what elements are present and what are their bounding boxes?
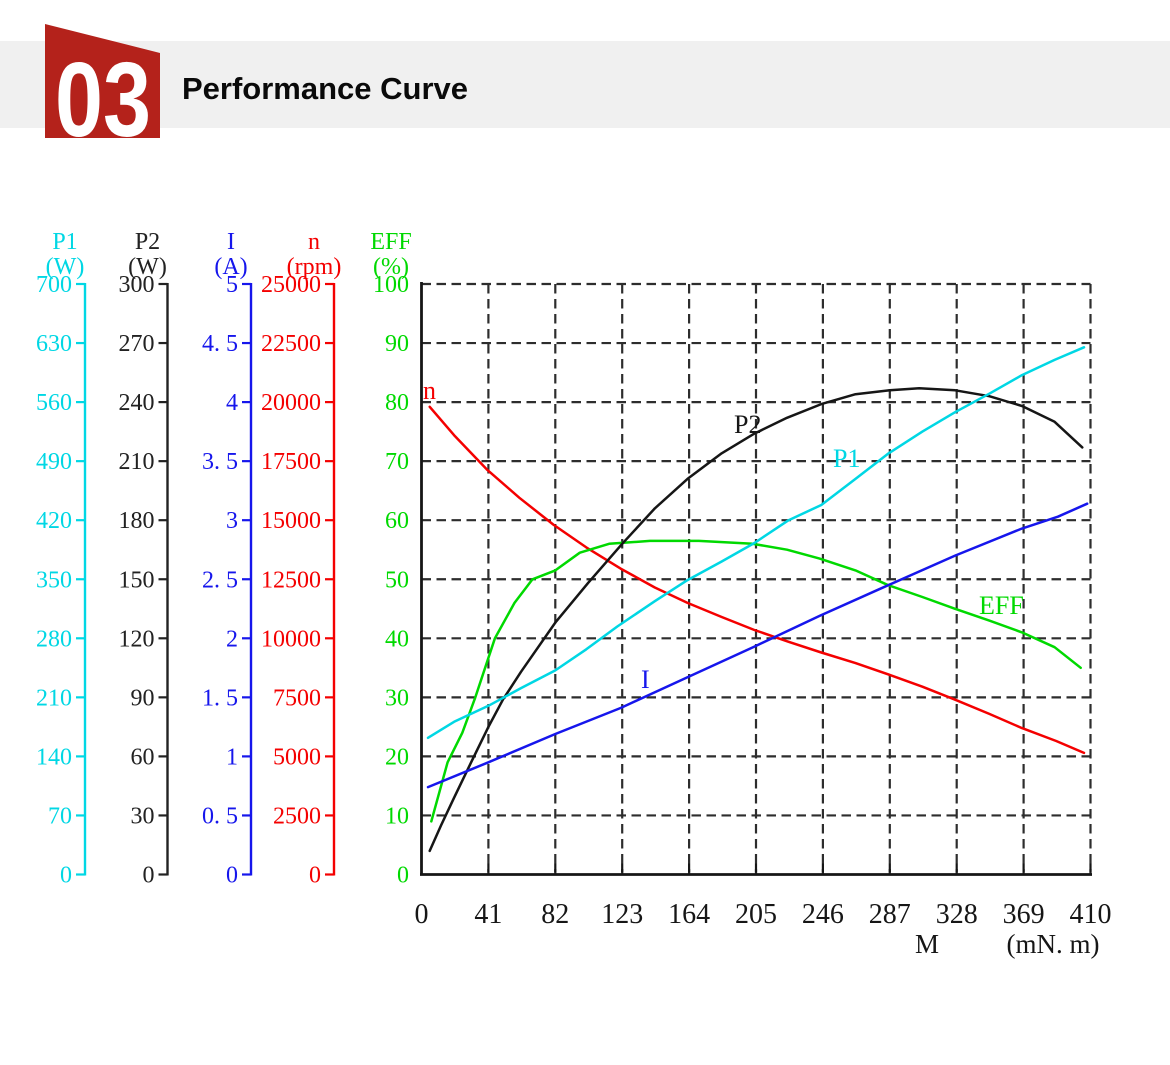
y-axis-name-EFF: EFF xyxy=(370,229,411,255)
y-axis-unit-P2: (W) xyxy=(128,254,167,280)
y-tick-label-EFF: 30 xyxy=(385,685,409,711)
y-tick-label-P2: 210 xyxy=(119,449,155,475)
x-tick-label: 328 xyxy=(936,899,978,930)
y-tick-label-n: 20000 xyxy=(261,390,321,416)
x-tick-label: 41 xyxy=(474,899,502,930)
y-tick-label-n: 22500 xyxy=(261,331,321,357)
y-tick-label-P1: 280 xyxy=(36,626,72,652)
y-tick-label-EFF: 100 xyxy=(373,272,409,298)
y-tick-label-I: 4 xyxy=(226,390,238,416)
y-tick-label-EFF: 10 xyxy=(385,803,409,829)
y-tick-label-n: 17500 xyxy=(261,449,321,475)
section-badge: 03 xyxy=(45,24,160,138)
y-tick-label-I: 3. 5 xyxy=(202,449,238,475)
y-tick-label-P1: 560 xyxy=(36,390,72,416)
y-tick-label-P1: 490 xyxy=(36,449,72,475)
y-tick-label-EFF: 0 xyxy=(397,863,409,889)
x-tick-label: 164 xyxy=(668,899,710,930)
y-axis-unit-P1: (W) xyxy=(46,254,85,280)
curve-P1 xyxy=(426,346,1086,740)
y-tick-label-n: 10000 xyxy=(261,626,321,652)
curve-P2 xyxy=(428,387,1084,853)
y-tick-label-P2: 0 xyxy=(143,863,155,889)
x-tick-label: 0 xyxy=(415,899,429,930)
y-tick-label-n: 7500 xyxy=(273,685,321,711)
y-tick-label-I: 5 xyxy=(226,272,238,298)
y-tick-label-P2: 30 xyxy=(131,803,155,829)
curve-label-I: I xyxy=(641,665,650,694)
y-tick-label-P2: 90 xyxy=(131,685,155,711)
y-tick-label-P1: 70 xyxy=(48,803,72,829)
y-tick-label-I: 4. 5 xyxy=(202,331,238,357)
header-band xyxy=(0,41,1170,128)
y-tick-label-EFF: 90 xyxy=(385,331,409,357)
curve-label-P2: P2 xyxy=(734,410,761,439)
y-tick-label-n: 15000 xyxy=(261,508,321,534)
y-tick-label-P2: 150 xyxy=(119,567,155,593)
x-tick-label: 82 xyxy=(541,899,569,930)
y-tick-label-EFF: 40 xyxy=(385,626,409,652)
y-tick-label-P1: 0 xyxy=(60,863,72,889)
curve-EFF xyxy=(430,539,1082,823)
y-axis-name-P1: P1 xyxy=(52,229,77,255)
y-tick-label-P2: 120 xyxy=(119,626,155,652)
curve-I xyxy=(426,502,1089,789)
x-tick-label: 123 xyxy=(601,899,643,930)
y-tick-label-n: 0 xyxy=(309,863,321,889)
curve-label-n: n xyxy=(423,376,436,405)
y-tick-label-I: 3 xyxy=(226,508,238,534)
y-tick-label-n: 5000 xyxy=(273,744,321,770)
x-axis-unit: (mN. m) xyxy=(1007,929,1100,959)
y-tick-label-I: 2. 5 xyxy=(202,567,238,593)
y-tick-label-I: 1. 5 xyxy=(202,685,238,711)
y-tick-label-n: 25000 xyxy=(261,272,321,298)
curve-n xyxy=(428,405,1086,755)
x-tick-label: 246 xyxy=(802,899,844,930)
x-tick-label: 369 xyxy=(1003,899,1045,930)
y-tick-label-P1: 210 xyxy=(36,685,72,711)
y-axis-name-n: n xyxy=(308,229,320,255)
y-tick-label-P2: 270 xyxy=(119,331,155,357)
y-tick-label-P2: 60 xyxy=(131,744,155,770)
y-tick-label-n: 2500 xyxy=(273,803,321,829)
y-tick-label-I: 1 xyxy=(226,744,238,770)
curve-label-EFF: EFF xyxy=(979,591,1024,620)
y-axis-unit-n: (rpm) xyxy=(287,254,342,280)
x-tick-label: 205 xyxy=(735,899,777,930)
curve-label-P1: P1 xyxy=(833,444,860,473)
y-axis-unit-EFF: (%) xyxy=(373,254,409,280)
y-tick-label-EFF: 80 xyxy=(385,390,409,416)
y-tick-label-P1: 700 xyxy=(36,272,72,298)
y-tick-label-P1: 420 xyxy=(36,508,72,534)
y-tick-label-P1: 350 xyxy=(36,567,72,593)
y-tick-label-EFF: 60 xyxy=(385,508,409,534)
y-tick-label-P1: 630 xyxy=(36,331,72,357)
y-tick-label-I: 0. 5 xyxy=(202,803,238,829)
y-tick-label-EFF: 70 xyxy=(385,449,409,475)
badge-number: 03 xyxy=(55,41,151,138)
badge-shape xyxy=(45,24,160,138)
page-title: Performance Curve xyxy=(182,71,469,106)
y-tick-label-P2: 300 xyxy=(119,272,155,298)
y-axis-name-I: I xyxy=(227,229,235,255)
y-tick-label-P1: 140 xyxy=(36,744,72,770)
x-axis-name: M xyxy=(915,929,939,959)
y-tick-label-EFF: 20 xyxy=(385,744,409,770)
y-tick-label-I: 0 xyxy=(226,863,238,889)
x-tick-label: 410 xyxy=(1070,899,1112,930)
y-tick-label-I: 2 xyxy=(226,626,238,652)
y-axis-name-P2: P2 xyxy=(135,229,160,255)
y-axis-unit-I: (A) xyxy=(214,254,247,280)
y-tick-label-P2: 240 xyxy=(119,390,155,416)
y-tick-label-n: 12500 xyxy=(261,567,321,593)
x-tick-label: 287 xyxy=(869,899,911,930)
y-tick-label-EFF: 50 xyxy=(385,567,409,593)
y-tick-label-P2: 180 xyxy=(119,508,155,534)
